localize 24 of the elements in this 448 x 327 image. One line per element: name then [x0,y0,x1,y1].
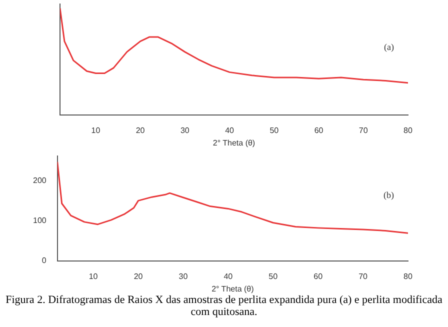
x-tick-label: 50 [268,272,278,281]
y-tick-label: 100 [32,216,47,225]
annotation: (b) [384,190,394,200]
x-tick-label: 10 [91,126,101,135]
x-tick-label: 80 [404,272,413,281]
x-tick-label: 20 [134,272,144,281]
x-axis-title: 2° Theta (θ) [212,138,256,148]
x-axis-title: 2° Theta (θ) [212,284,254,294]
x-tick-label: 30 [180,126,190,135]
y-tick-label: 200 [32,176,47,185]
x-tick-label: 80 [404,126,413,135]
x-tick-label: 40 [224,272,234,281]
x-tick-label: 70 [358,126,368,135]
y-tick-label: 0 [42,256,47,266]
x-tick-label: 70 [358,272,368,281]
text: Figura 2. Difratogramas de Raios X das amostras de perlita expandida pura (a) e perlita modificada com quitosana. [4,294,444,318]
annotation: (a) [384,42,394,52]
x-tick-label: 10 [88,272,98,281]
x-tick-label: 60 [314,126,324,135]
x-tick-label: 30 [178,272,188,281]
x-tick-label: 60 [314,272,324,281]
x-tick-label: 50 [270,126,280,135]
x-tick-label: 20 [136,126,146,135]
x-tick-label: 40 [225,126,235,135]
